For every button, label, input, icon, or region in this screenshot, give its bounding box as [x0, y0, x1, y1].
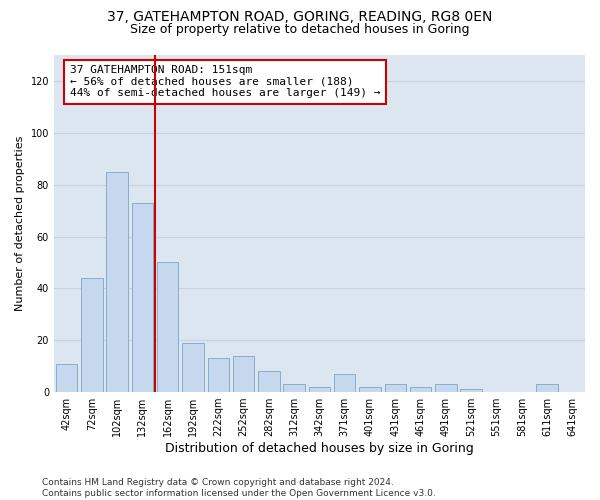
Bar: [385, 384, 406, 392]
Bar: [56, 364, 77, 392]
Bar: [410, 387, 431, 392]
Bar: [208, 358, 229, 392]
Bar: [182, 343, 204, 392]
Text: 37 GATEHAMPTON ROAD: 151sqm
← 56% of detached houses are smaller (188)
44% of se: 37 GATEHAMPTON ROAD: 151sqm ← 56% of det…: [70, 65, 380, 98]
Bar: [334, 374, 355, 392]
Bar: [106, 172, 128, 392]
Bar: [258, 372, 280, 392]
Bar: [81, 278, 103, 392]
X-axis label: Distribution of detached houses by size in Goring: Distribution of detached houses by size …: [165, 442, 474, 455]
Bar: [309, 387, 330, 392]
Y-axis label: Number of detached properties: Number of detached properties: [15, 136, 25, 311]
Bar: [157, 262, 178, 392]
Text: Contains HM Land Registry data © Crown copyright and database right 2024.
Contai: Contains HM Land Registry data © Crown c…: [42, 478, 436, 498]
Bar: [435, 384, 457, 392]
Bar: [131, 203, 153, 392]
Bar: [283, 384, 305, 392]
Bar: [359, 387, 381, 392]
Bar: [460, 390, 482, 392]
Bar: [233, 356, 254, 392]
Text: 37, GATEHAMPTON ROAD, GORING, READING, RG8 0EN: 37, GATEHAMPTON ROAD, GORING, READING, R…: [107, 10, 493, 24]
Bar: [536, 384, 558, 392]
Text: Size of property relative to detached houses in Goring: Size of property relative to detached ho…: [130, 22, 470, 36]
